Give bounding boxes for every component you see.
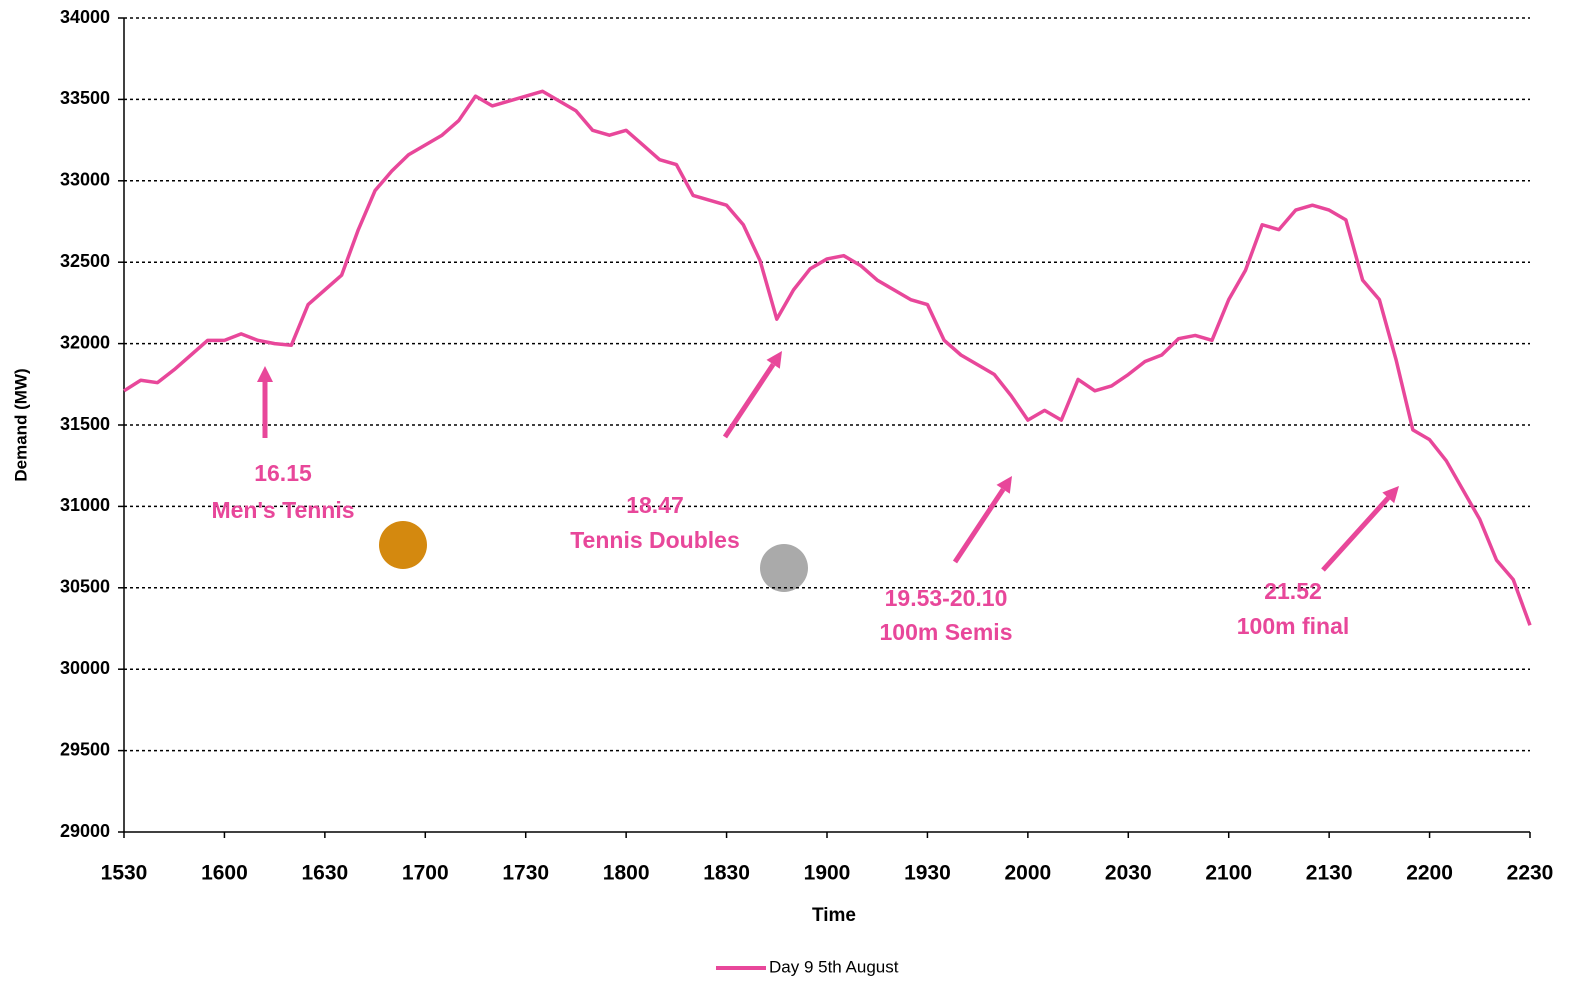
- y-tick-label: 33000: [60, 170, 110, 190]
- annotation-arrow: [952, 487, 1006, 564]
- y-tick-label: 29500: [60, 739, 110, 759]
- annotation-arrow: [1321, 496, 1391, 572]
- x-tick-label: 2200: [1406, 862, 1453, 885]
- x-tick-label: 1530: [101, 862, 148, 885]
- annotation-text: 16.15: [254, 460, 312, 486]
- annotation-text: Tennis Doubles: [570, 527, 740, 553]
- x-tick-label: 1900: [804, 862, 851, 885]
- x-tick-label: 1630: [301, 862, 348, 885]
- annotation-text: 18.47: [626, 492, 684, 518]
- x-tick-label: 1800: [603, 862, 650, 885]
- gold-medal: [379, 521, 427, 569]
- y-tick-label: 29000: [60, 821, 110, 841]
- x-tick-label: 1830: [703, 862, 750, 885]
- x-tick-label: 1730: [502, 862, 549, 885]
- x-tick-label: 1700: [402, 862, 449, 885]
- x-tick-label: 2230: [1507, 862, 1554, 885]
- annotation-text: 19.53-20.10: [885, 585, 1008, 611]
- annotation-arrow: [722, 362, 776, 439]
- x-tick-label: 2030: [1105, 862, 1152, 885]
- y-tick-label: 33500: [60, 88, 110, 108]
- x-tick-label: 1600: [201, 862, 248, 885]
- y-tick-label: 30500: [60, 577, 110, 597]
- x-tick-label: 2130: [1306, 862, 1353, 885]
- silver-medal: [760, 544, 808, 592]
- legend-label: Day 9 5th August: [769, 957, 899, 976]
- annotation-text: Men's Tennis: [211, 497, 354, 523]
- arrow-head: [1382, 486, 1399, 504]
- x-tick-label: 2000: [1004, 862, 1051, 885]
- y-tick-label: 32000: [60, 332, 110, 352]
- annotation-text: 100m Semis: [880, 619, 1013, 645]
- y-tick-label: 30000: [60, 658, 110, 678]
- y-tick-label: 34000: [60, 7, 110, 27]
- annotation-text: 21.52: [1264, 578, 1322, 604]
- x-tick-label: 1930: [904, 862, 951, 885]
- y-axis-label: Demand (MW): [11, 368, 30, 481]
- y-tick-label: 31000: [60, 495, 110, 515]
- y-tick-label: 32500: [60, 251, 110, 271]
- x-axis-label: Time: [812, 905, 856, 926]
- series-line: [123, 89, 1532, 626]
- arrow-head: [996, 476, 1012, 494]
- x-tick-label: 2100: [1205, 862, 1252, 885]
- arrow-head: [257, 366, 273, 382]
- arrow-head: [766, 351, 782, 369]
- annotation-text: 100m final: [1237, 613, 1350, 639]
- y-tick-label: 31500: [60, 414, 110, 434]
